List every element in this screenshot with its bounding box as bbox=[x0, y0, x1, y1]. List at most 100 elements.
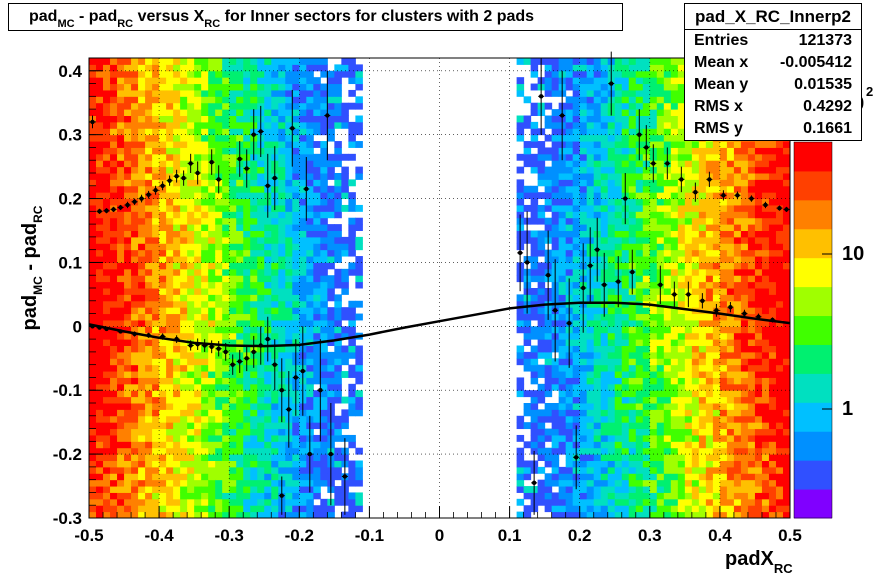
heatmap-cell bbox=[264, 409, 272, 417]
heatmap-cell bbox=[572, 243, 581, 251]
heatmap-cell bbox=[355, 128, 363, 136]
heatmap-cell bbox=[152, 492, 160, 500]
heatmap-cell bbox=[348, 141, 356, 148]
heatmap-cell bbox=[628, 83, 637, 91]
heatmap-cell bbox=[103, 160, 111, 168]
heatmap-cell bbox=[656, 134, 665, 142]
heatmap-cell bbox=[663, 345, 672, 353]
heatmap-cell bbox=[698, 498, 707, 506]
heatmap-cell bbox=[124, 434, 132, 442]
heatmap-cell bbox=[103, 339, 111, 346]
heatmap-cell bbox=[117, 275, 125, 283]
heatmap-cell bbox=[628, 339, 637, 346]
heatmap-cell bbox=[733, 434, 742, 442]
heatmap-cell bbox=[593, 166, 602, 174]
heatmap-cell bbox=[677, 300, 686, 308]
heatmap-cell bbox=[355, 141, 363, 148]
heatmap-cell bbox=[733, 166, 742, 174]
heatmap-cell bbox=[264, 128, 272, 136]
heatmap-cell bbox=[642, 505, 651, 513]
heatmap-cell bbox=[103, 358, 111, 366]
heatmap-cell bbox=[740, 454, 749, 461]
heatmap-cell bbox=[712, 492, 721, 500]
heatmap-cell bbox=[593, 128, 602, 136]
heatmap-cell bbox=[747, 492, 756, 500]
heatmap-cell bbox=[173, 371, 181, 378]
heatmap-cell bbox=[152, 300, 160, 308]
heatmap-cell bbox=[572, 198, 581, 206]
heatmap-cell bbox=[656, 313, 665, 321]
heatmap-cell bbox=[355, 115, 363, 123]
heatmap-cell bbox=[719, 230, 728, 238]
heatmap-cell bbox=[649, 249, 658, 257]
heatmap-cell bbox=[187, 115, 195, 123]
heatmap-cell bbox=[593, 300, 602, 308]
heatmap-cell bbox=[313, 345, 321, 353]
heatmap-cell bbox=[572, 396, 581, 404]
heatmap-cell bbox=[89, 505, 97, 513]
heatmap-cell bbox=[607, 498, 616, 506]
heatmap-cell bbox=[138, 466, 146, 474]
heatmap-cell bbox=[173, 358, 181, 366]
heatmap-cell bbox=[152, 249, 160, 257]
heatmap-cell bbox=[138, 409, 146, 417]
heatmap-cell bbox=[348, 58, 356, 65]
heatmap-cell bbox=[208, 281, 216, 289]
heatmap-cell bbox=[740, 396, 749, 404]
heatmap-cell bbox=[110, 339, 118, 346]
heatmap-cell bbox=[229, 236, 237, 244]
heatmap-cell bbox=[250, 230, 258, 238]
heatmap-cell bbox=[215, 415, 223, 423]
heatmap-cell bbox=[110, 422, 118, 430]
heatmap-cell bbox=[131, 230, 139, 238]
heatmap-cell bbox=[698, 505, 707, 513]
heatmap-cell bbox=[551, 473, 560, 481]
heatmap-cell bbox=[719, 364, 728, 372]
heatmap-cell bbox=[138, 134, 146, 142]
heatmap-cell bbox=[355, 96, 363, 104]
heatmap-cell bbox=[628, 179, 637, 187]
heatmap-cell bbox=[131, 109, 139, 116]
heatmap-cell bbox=[306, 147, 314, 155]
heatmap-cell bbox=[586, 179, 595, 187]
heatmap-cell bbox=[565, 434, 574, 442]
heatmap-cell bbox=[313, 454, 321, 461]
heatmap-cell bbox=[516, 454, 525, 461]
heatmap-cell bbox=[593, 390, 602, 398]
heatmap-cell bbox=[138, 364, 146, 372]
heatmap-cell bbox=[579, 479, 588, 487]
heatmap-cell bbox=[747, 383, 756, 391]
heatmap-cell bbox=[327, 294, 335, 302]
heatmap-cell bbox=[628, 422, 637, 430]
heatmap-cell bbox=[684, 428, 693, 436]
heatmap-cell bbox=[117, 128, 125, 136]
heatmap-cell bbox=[537, 409, 546, 417]
heatmap-cell bbox=[600, 153, 609, 161]
heatmap-cell bbox=[334, 249, 342, 257]
heatmap-cell bbox=[208, 121, 216, 129]
heatmap-cell bbox=[264, 109, 272, 116]
heatmap-cell bbox=[327, 115, 335, 123]
heatmap-cell bbox=[670, 364, 679, 372]
heatmap-cell bbox=[705, 224, 714, 231]
heatmap-cell bbox=[152, 319, 160, 327]
heatmap-cell bbox=[656, 377, 665, 385]
heatmap-cell bbox=[341, 326, 349, 334]
heatmap-cell bbox=[593, 64, 602, 72]
heatmap-cell bbox=[663, 498, 672, 506]
heatmap-cell bbox=[642, 383, 651, 391]
heatmap-cell bbox=[691, 498, 700, 506]
heatmap-cell bbox=[201, 96, 209, 104]
heatmap-cell bbox=[670, 351, 679, 359]
heatmap-cell bbox=[299, 454, 307, 461]
heatmap-cell bbox=[726, 351, 735, 359]
heatmap-cell bbox=[579, 498, 588, 506]
heatmap-cell bbox=[712, 428, 721, 436]
heatmap-cell bbox=[607, 339, 616, 346]
heatmap-cell bbox=[740, 268, 749, 276]
heatmap-cell bbox=[565, 486, 574, 493]
heatmap-cell bbox=[726, 281, 735, 289]
heatmap-cell bbox=[89, 371, 97, 378]
heatmap-cell bbox=[201, 371, 209, 378]
heatmap-cell bbox=[593, 141, 602, 148]
